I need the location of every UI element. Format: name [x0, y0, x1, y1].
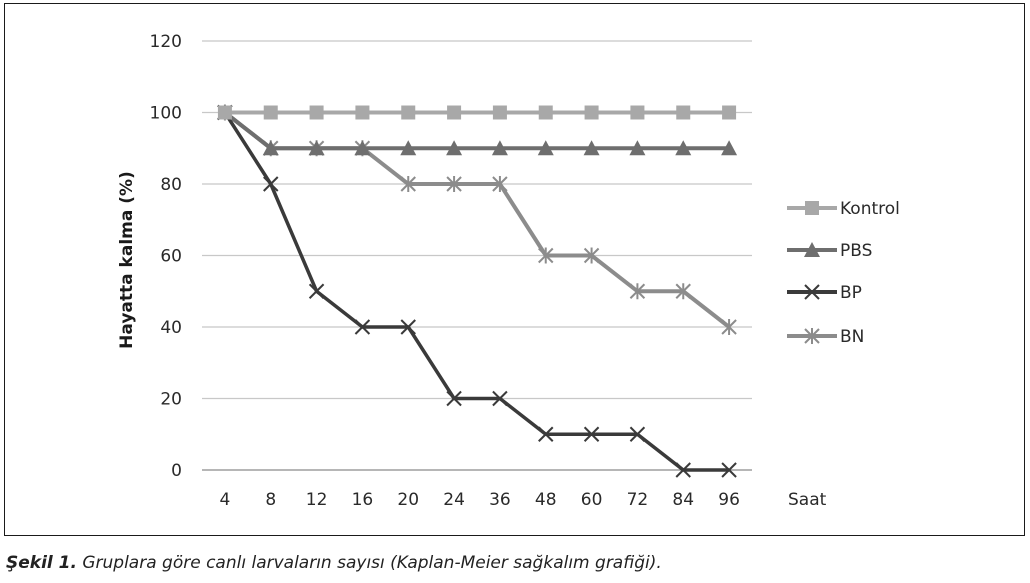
series-line-pbs — [223, 110, 730, 151]
grid-lines — [202, 40, 752, 471]
data-point-kontrol — [355, 105, 370, 120]
legend-marker-pbs — [804, 242, 820, 257]
legend-item-kontrol: Kontrol — [787, 199, 900, 219]
data-point-kontrol — [492, 105, 507, 120]
x-tick-label: 12 — [306, 490, 328, 510]
data-point-bp — [354, 319, 371, 335]
x-tick-label: 8 — [265, 490, 276, 510]
data-point-bn — [629, 283, 646, 300]
data-point-bp — [629, 426, 646, 442]
data-point-bn — [446, 176, 462, 192]
legend-item-pbs: PBS — [787, 241, 872, 261]
series-bn — [217, 104, 737, 335]
data-point-kontrol — [401, 105, 416, 120]
caption-text: Gruplara göre canlı larvaların sayısı (K… — [76, 553, 662, 573]
data-point-bn — [583, 247, 600, 264]
data-point-bp — [675, 462, 691, 478]
x-tick-label: 96 — [718, 490, 740, 510]
legend-marker-kontrol — [805, 201, 819, 215]
x-axis-label: Saat — [788, 490, 827, 510]
data-point-pbs — [400, 140, 417, 156]
data-point-bn — [721, 319, 737, 335]
legend-label-bp: BP — [840, 283, 862, 303]
legend-marker-bn — [804, 328, 820, 344]
x-tick-label: 24 — [443, 490, 465, 510]
legend: Kontrol PBS BP BN — [787, 199, 900, 347]
data-point-bp — [263, 176, 279, 192]
data-point-kontrol — [676, 105, 691, 120]
data-point-pbs — [354, 140, 371, 156]
y-tick-label: 40 — [160, 318, 182, 338]
x-tick-label: 84 — [672, 490, 694, 510]
data-point-pbs — [262, 140, 279, 156]
y-tick-label: 60 — [160, 247, 182, 267]
data-point-pbs — [446, 140, 463, 156]
data-point-bp — [308, 283, 325, 299]
chart-frame — [4, 3, 1025, 536]
series-line-bn — [223, 110, 731, 329]
legend-label-kontrol: Kontrol — [840, 199, 900, 219]
data-point-kontrol — [584, 105, 599, 120]
series-line-bp — [223, 111, 730, 472]
data-point-pbs — [583, 140, 600, 156]
data-point-bp — [583, 426, 600, 442]
x-tick-label: 36 — [489, 490, 511, 510]
data-point-kontrol — [447, 105, 462, 120]
y-axis-label: Hayatta kalma (%) — [117, 171, 137, 349]
caption-label: Şekil 1. — [6, 553, 77, 573]
data-point-bp — [538, 426, 554, 442]
x-tick-label: 20 — [397, 490, 419, 510]
data-point-pbs — [537, 140, 554, 156]
data-point-pbs — [675, 140, 692, 156]
y-tick-label: 80 — [160, 175, 182, 195]
data-point-kontrol — [217, 105, 232, 120]
data-point-bn — [538, 247, 554, 264]
legend-label-bn: BN — [840, 327, 864, 347]
y-tick-labels: 0 20 40 60 80 100 120 — [150, 32, 182, 481]
x-tick-label: 72 — [627, 490, 649, 510]
x-tick-label: 4 — [220, 490, 231, 510]
y-tick-label: 0 — [171, 461, 182, 481]
data-point-bp — [721, 462, 737, 478]
data-point-pbs — [308, 140, 325, 156]
data-point-kontrol — [309, 105, 324, 120]
data-point-bp — [492, 390, 508, 407]
legend-item-bp: BP — [787, 283, 862, 303]
figure-caption: Şekil 1. Gruplara göre canlı larvaların … — [6, 553, 662, 573]
y-tick-label: 100 — [150, 104, 182, 124]
legend-label-pbs: PBS — [840, 241, 872, 261]
data-point-bp — [400, 319, 416, 335]
x-tick-labels: 4 8 12 16 20 24 36 48 60 72 84 96 — [220, 490, 740, 510]
data-point-bp — [446, 390, 462, 407]
data-point-bn — [675, 283, 691, 300]
data-point-kontrol — [263, 105, 278, 120]
data-point-kontrol — [538, 105, 553, 120]
data-point-pbs — [491, 140, 508, 156]
data-point-pbs — [721, 140, 738, 156]
data-point-bn — [492, 176, 508, 192]
data-point-kontrol — [722, 105, 737, 120]
x-tick-label: 60 — [581, 490, 603, 510]
series-kontrol — [217, 105, 737, 120]
legend-marker-bp — [804, 284, 820, 300]
data-point-kontrol — [630, 105, 645, 120]
x-tick-label: 16 — [352, 490, 374, 510]
data-point-pbs — [629, 140, 646, 156]
legend-item-bn: BN — [787, 327, 864, 347]
series-lines — [216, 104, 738, 478]
data-point-bn — [400, 176, 416, 192]
y-tick-label: 120 — [150, 32, 182, 52]
x-tick-label: 48 — [535, 490, 557, 510]
y-tick-label: 20 — [160, 390, 182, 410]
